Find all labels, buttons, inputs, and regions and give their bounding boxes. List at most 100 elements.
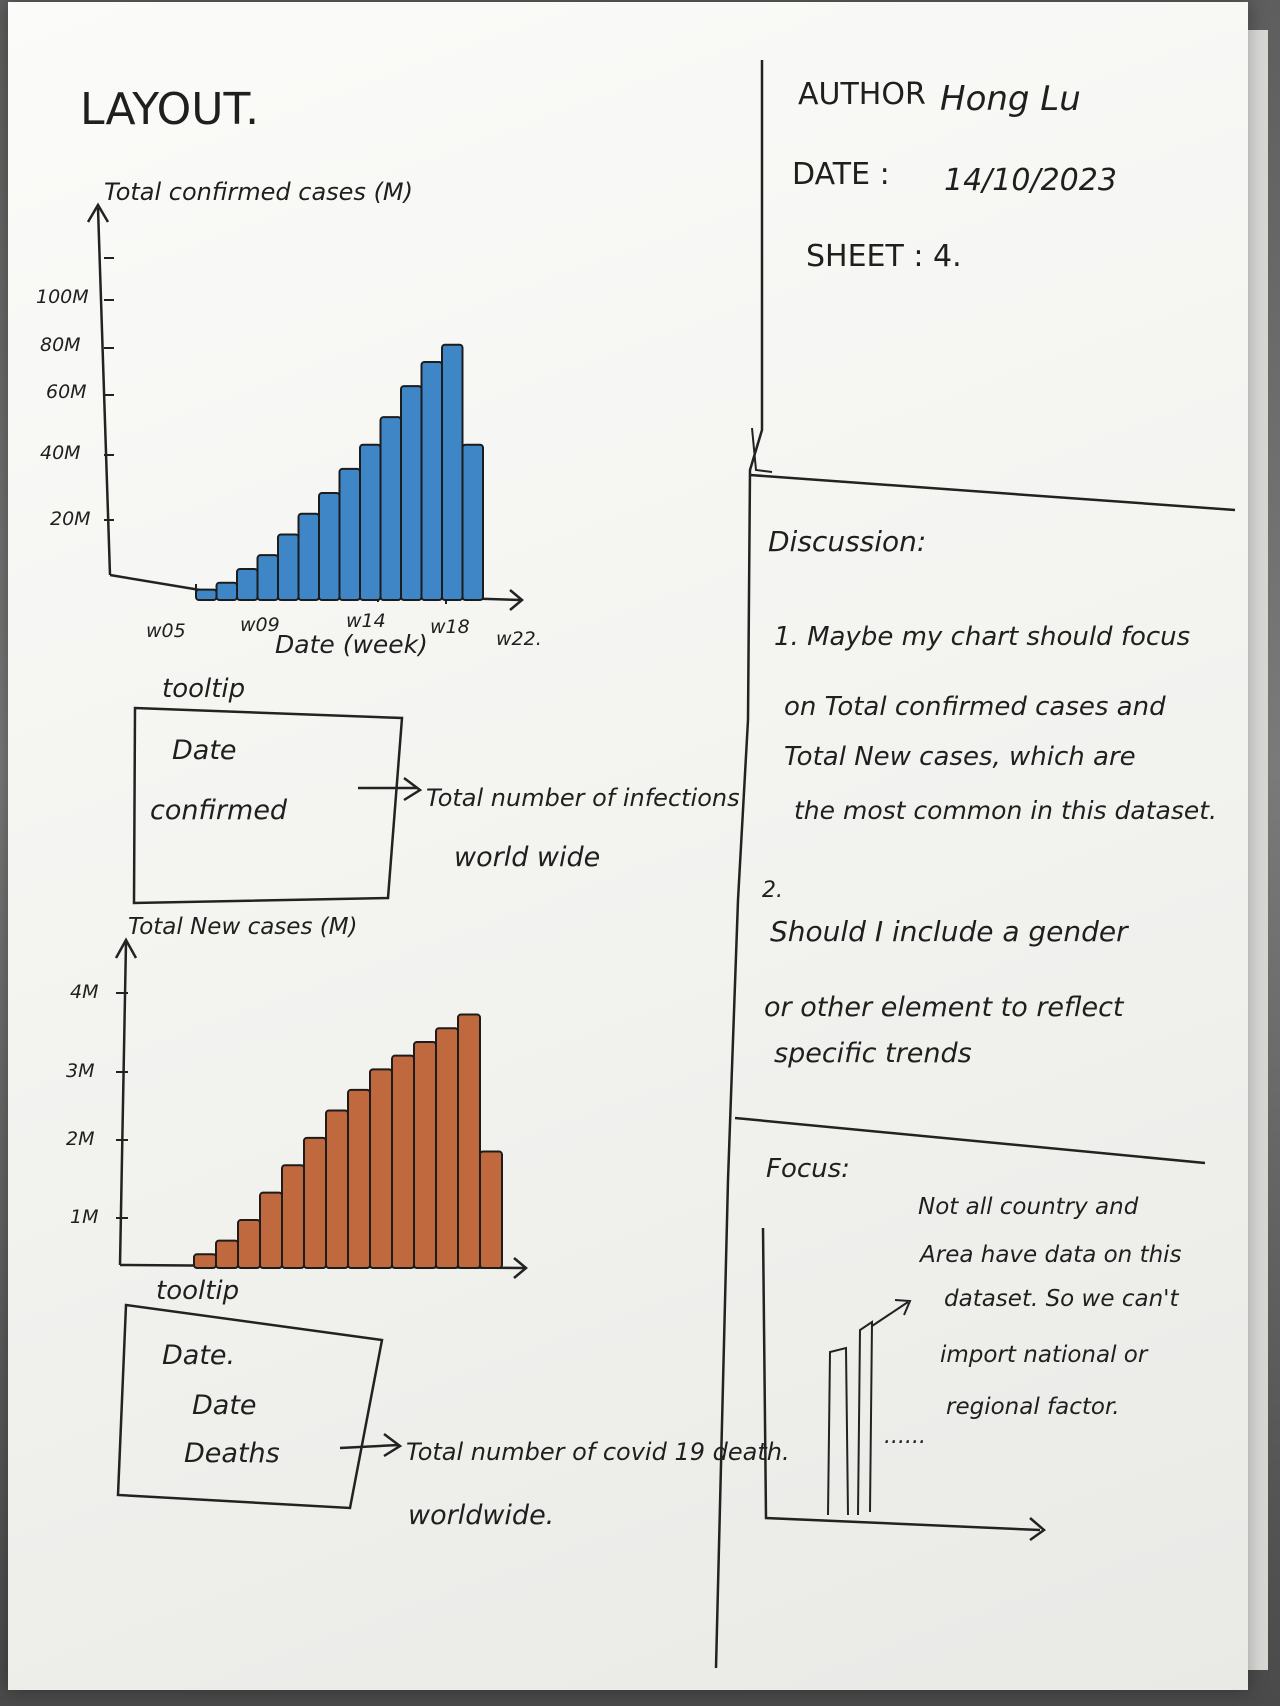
chart2-bar-14 [479,1150,503,1270]
chart1-bars [195,343,484,602]
chart2-bar-13 [457,1013,481,1269]
discussion-item1-line4: the most common in this dataset. [794,796,1217,825]
chart2-y-tick-3m: 3M [66,1060,95,1082]
sketch-sheet [8,2,1248,1690]
chart2-y-axis-label: Total New cases (M) [128,914,358,940]
chart1-y-axis-label: Total confirmed cases (M) [104,178,413,206]
chart2-bar-11 [413,1040,437,1269]
chart1-bar-14 [461,443,484,601]
tooltip1-box [132,706,404,905]
focus-note-line2: Area have data on this [920,1242,1182,1268]
main-vertical-divider [714,60,764,1669]
chart2-bar-2 [215,1239,239,1269]
tooltip2-note-line1: Total number of covid 19 death. [406,1438,790,1466]
chart1-bar-2 [215,581,238,601]
tooltip2-arrow [339,1433,403,1458]
chart1-x-tick-w14: w14 [346,610,386,632]
chart1-y-ticks-marks [104,257,114,521]
chart1-bar-4 [256,554,279,602]
chart2-bar-12 [435,1027,459,1269]
chart2-bar-1 [193,1253,217,1270]
chart2-y-arrow [114,937,138,959]
focus-note-line1: Not all country and [918,1194,1139,1220]
chart1-bar-12 [420,360,443,602]
tooltip2-line-date2: Date [192,1390,257,1421]
chart2-y-tick-2m: 2M [66,1128,95,1150]
chart1-x-axis-label: Date (week) [275,630,428,659]
discussion-item1-line3: Total New cases, which are [784,742,1136,772]
chart2-y-tick-1m: 1M [70,1206,99,1228]
tooltip2-note-line2: worldwide. [408,1500,555,1531]
chart1-x-tick-w22: w22. [496,628,542,650]
layout-title: LAYOUT. [80,84,260,135]
tooltip1-heading: tooltip [162,674,246,704]
chart1-bar-1 [195,588,218,602]
chart2-y-tick-4m: 4M [70,981,99,1003]
discussion-heading: Discussion: [768,525,927,558]
tooltip1-note-line1: Total number of infections [426,784,740,812]
chart1-y-tick-40m: 40M [40,442,81,464]
chart2-bars [193,1013,503,1270]
chart2-bar-8 [347,1088,371,1270]
chart1-y-axis [96,207,112,576]
author-name: Hong Lu [940,79,1081,119]
date-label: DATE : [792,157,890,192]
tooltip2-heading: tooltip [156,1276,240,1306]
tooltip1-line-confirmed: confirmed [150,795,288,826]
discussion-item2-number: 2. [762,878,783,903]
tooltip2-box [116,1303,384,1510]
chart1-bar-9 [359,443,382,601]
focus-note-line4: import national or [940,1342,1148,1368]
tooltip2-line-date1: Date. [162,1340,236,1371]
discussion-item1-line1: 1. Maybe my chart should focus [774,622,1191,652]
discussion-item2-line2: or other element to reflect [764,992,1124,1023]
sheet-number: SHEET : 4. [806,239,962,274]
chart1-bar-8 [338,467,361,601]
discussion-item2-line3: specific trends [774,1038,972,1069]
chart1-x-arrow [509,589,524,611]
tooltip1-arrow [358,777,423,802]
chart1-bar-10 [379,416,402,601]
chart1-bar-7 [318,492,341,601]
divider-header [749,473,1236,512]
chart1-bar-3 [236,567,259,602]
chart1-x-tick-w09: w09 [240,614,280,636]
divider-focus [734,1116,1206,1165]
focus-chart-axes [761,1227,1041,1532]
chart1-y-tick-100m: 100M [36,286,89,308]
tooltip1-note-line2: world wide [454,842,601,873]
chart1-x-tick-w05: w05 [146,620,186,642]
chart1-bar-13 [441,343,464,602]
chart2-bar-6 [303,1136,327,1269]
chart1-bar-11 [400,385,423,601]
tooltip1-line-date: Date [172,735,237,766]
chart1-y-arrow [86,202,110,223]
focus-chart-arrow [1029,1517,1047,1542]
chart1-y-tick-80m: 80M [40,334,81,356]
discussion-item1-line2: on Total confirmed cases and [784,692,1166,722]
chart2-y-axis [118,941,128,1266]
chart1-y-tick-20m: 20M [50,508,91,530]
focus-chart-bars [827,1320,874,1516]
chart2-bar-7 [325,1109,349,1269]
focus-note-line5: regional factor. [946,1394,1120,1420]
chart2-y-ticks-marks [116,992,128,1219]
focus-note-arrow [871,1299,912,1327]
chart2-bar-9 [369,1068,393,1269]
chart1-bar-6 [297,512,320,601]
tooltip2-line-deaths: Deaths [184,1438,280,1469]
chart2-bar-10 [391,1054,415,1270]
chart2-x-arrow [513,1257,528,1279]
date-value: 14/10/2023 [944,163,1117,198]
discussion-item2-line1: Should I include a gender [770,915,1128,948]
chart2-bar-3 [237,1219,261,1270]
focus-dots: ...... [884,1424,926,1449]
chart1-y-tick-60m: 60M [46,381,87,403]
chart1-bar-5 [277,533,300,602]
author-label: AUTHOR [798,77,926,112]
focus-heading: Focus: [766,1154,850,1184]
pen-mark [751,427,773,473]
chart1-x-tick-w18: w18 [430,616,470,638]
chart2-bar-4 [259,1191,283,1270]
